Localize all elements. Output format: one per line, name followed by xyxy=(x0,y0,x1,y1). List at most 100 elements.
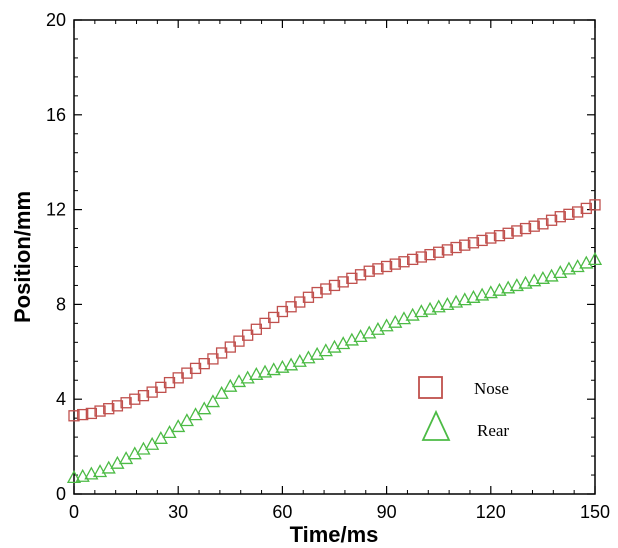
data-point-nose xyxy=(268,311,280,324)
x-tick-label: 60 xyxy=(272,502,292,522)
data-point-nose xyxy=(346,272,358,284)
data-point-nose xyxy=(233,335,245,347)
ticks-layer: 0 30 60 90 120 150 0 4 8 12 16 20 xyxy=(46,10,610,522)
data-point-nose xyxy=(103,403,115,415)
data-point-nose xyxy=(372,263,384,275)
data-point-nose xyxy=(493,230,506,242)
data-point-rear xyxy=(553,265,568,279)
data-point-rear xyxy=(84,466,99,480)
data-point-nose xyxy=(441,244,454,256)
data-point-nose xyxy=(406,253,419,266)
data-point-nose xyxy=(380,260,393,273)
data-point-nose xyxy=(415,251,427,263)
data-point-rear xyxy=(266,362,281,376)
data-point-rear xyxy=(405,307,420,321)
data-point-nose xyxy=(571,206,584,218)
data-point-nose xyxy=(120,397,132,409)
data-point-rear xyxy=(301,350,316,364)
data-point-rear xyxy=(66,470,82,484)
y-tick-label: 20 xyxy=(46,10,66,30)
data-point-rear xyxy=(414,304,429,318)
data-point-rear xyxy=(527,273,542,287)
data-point-nose xyxy=(563,208,575,220)
data-point-nose xyxy=(519,222,532,235)
data-point-rear xyxy=(518,275,533,289)
data-point-nose xyxy=(137,389,150,402)
data-point-nose xyxy=(389,258,401,270)
data-point-rear xyxy=(362,325,377,339)
data-point-nose xyxy=(320,283,332,295)
data-point-nose xyxy=(250,323,263,335)
data-point-rear xyxy=(127,446,142,460)
y-tick-label: 16 xyxy=(46,105,66,125)
data-point-rear xyxy=(457,292,472,306)
data-point-rear xyxy=(509,278,524,292)
data-point-nose xyxy=(94,405,106,417)
data-point-nose xyxy=(77,408,89,421)
data-point-rear xyxy=(327,339,342,353)
legend-label-nose: Nose xyxy=(474,379,509,398)
data-point-rear xyxy=(214,385,229,399)
x-tick-label: 0 xyxy=(69,502,79,522)
data-point-rear xyxy=(370,321,386,335)
y-tick-label: 8 xyxy=(56,294,66,314)
data-point-rear xyxy=(587,252,603,266)
data-point-nose xyxy=(450,241,462,254)
data-point-nose xyxy=(537,218,549,230)
y-axis-title: Position/mm xyxy=(10,191,35,323)
data-point-rear xyxy=(318,343,333,357)
points-layer xyxy=(66,199,603,484)
data-point-rear xyxy=(431,299,446,313)
data-point-rear xyxy=(344,332,359,346)
data-point-nose xyxy=(554,211,566,223)
data-point-nose xyxy=(398,256,410,268)
data-point-rear xyxy=(101,460,116,474)
data-point-rear xyxy=(353,329,368,343)
y-tick-label: 12 xyxy=(46,200,66,220)
data-point-rear xyxy=(570,259,585,273)
data-point-nose xyxy=(545,214,558,226)
data-point-nose xyxy=(311,286,323,299)
data-point-rear xyxy=(483,285,498,299)
data-point-nose xyxy=(354,269,367,281)
legend-marker-rear xyxy=(421,409,451,441)
data-point-rear xyxy=(205,394,221,408)
x-tick-label: 150 xyxy=(580,502,610,522)
data-point-nose xyxy=(511,225,523,237)
plot-frame xyxy=(73,19,596,495)
data-point-nose xyxy=(580,202,592,215)
data-point-nose xyxy=(215,347,228,359)
data-point-nose xyxy=(476,234,488,247)
data-point-rear xyxy=(136,441,151,455)
data-point-rear xyxy=(579,255,594,269)
data-point-rear xyxy=(257,364,273,378)
data-point-nose xyxy=(242,329,254,341)
data-point-rear xyxy=(535,270,550,284)
data-point-nose xyxy=(459,239,471,251)
data-point-nose xyxy=(485,232,497,244)
data-point-rear xyxy=(292,353,307,367)
data-point-rear xyxy=(197,401,212,415)
data-point-nose xyxy=(363,265,375,277)
data-point-rear xyxy=(561,261,577,275)
data-point-rear xyxy=(283,357,299,371)
data-point-nose xyxy=(502,227,514,239)
data-point-nose xyxy=(111,400,124,412)
data-point-rear xyxy=(92,464,108,478)
data-point-nose xyxy=(207,353,219,365)
data-point-nose xyxy=(68,410,80,422)
legend-marker-nose xyxy=(418,376,443,399)
data-point-nose xyxy=(424,248,436,261)
legend-label-rear: Rear xyxy=(477,421,509,440)
data-point-rear xyxy=(249,366,264,380)
x-axis-title: Time/ms xyxy=(290,522,379,547)
data-point-nose xyxy=(259,317,271,330)
x-tick-label: 90 xyxy=(377,502,397,522)
data-point-rear xyxy=(396,311,412,325)
data-point-nose xyxy=(467,237,480,249)
data-point-rear xyxy=(440,297,455,311)
data-point-rear xyxy=(388,314,403,328)
data-point-rear xyxy=(231,374,247,388)
data-point-rear xyxy=(240,370,255,384)
